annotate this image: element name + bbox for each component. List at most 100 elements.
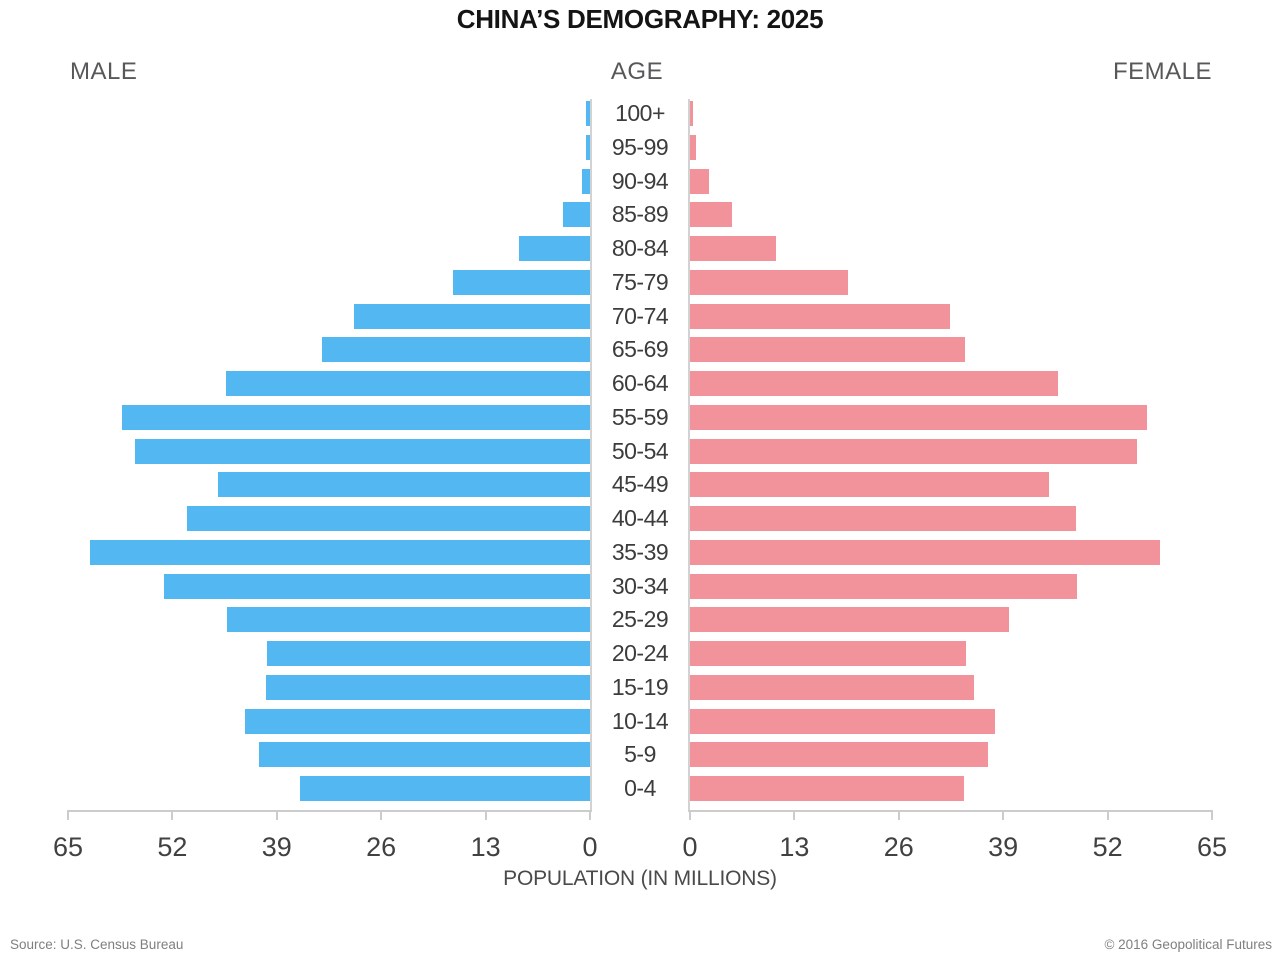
male-bar-65-69	[321, 337, 590, 363]
x-tick-right-0-label: 0	[682, 832, 698, 862]
female-bar-85-89	[690, 202, 732, 228]
x-tick-right-39-label: 39	[988, 832, 1019, 862]
source-note: Source: U.S. Census Bureau	[10, 937, 184, 952]
x-tick-left-0-mark	[589, 810, 591, 820]
female-bar-25-29	[690, 607, 1009, 633]
male-bar-5-9	[259, 742, 590, 768]
age-label-90-94: 90-94	[611, 167, 669, 194]
male-bar-55-59	[121, 404, 590, 430]
x-tick-right-26-mark	[897, 810, 900, 820]
x-tick-right-0-mark	[689, 810, 691, 820]
male-bar-80-84	[519, 236, 590, 261]
male-bar-35-39	[90, 539, 590, 565]
male-bar-70-74	[353, 303, 590, 329]
age-label-5-9: 5-9	[624, 741, 656, 768]
male-bar-75-79	[453, 269, 590, 295]
x-tick-right-39-mark	[1002, 810, 1005, 820]
male-bar-95-99	[585, 134, 590, 160]
age-label-40-44: 40-44	[611, 505, 669, 531]
age-label-100+: 100+	[615, 100, 665, 126]
x-tick-left-13-label: 13	[470, 832, 501, 862]
age-label-10-14: 10-14	[611, 707, 669, 734]
female-bar-30-34	[690, 573, 1078, 599]
male-bar-50-54	[134, 438, 590, 464]
age-column-header: AGE	[610, 58, 664, 85]
female-bar-45-49	[690, 472, 1049, 498]
age-label-35-39: 35-39	[611, 538, 669, 565]
x-tick-right-52-mark	[1106, 810, 1109, 820]
x-axis-title: POPULATION (IN MILLIONS)	[503, 867, 777, 890]
female-column-header: FEMALE	[1112, 58, 1212, 85]
x-tick-right-13-mark	[793, 810, 796, 820]
female-bar-75-79	[690, 269, 849, 295]
female-bar-100+	[690, 101, 694, 126]
age-label-75-79: 75-79	[611, 268, 669, 295]
age-label-80-84: 80-84	[611, 235, 669, 261]
female-bar-15-19	[690, 674, 975, 700]
age-label-60-64: 60-64	[611, 370, 669, 396]
female-bar-95-99	[690, 134, 696, 160]
right-zero-axis	[688, 99, 690, 810]
copyright-note: © 2016 Geopolitical Futures	[1104, 937, 1272, 952]
x-tick-left-65-mark	[66, 810, 69, 820]
x-tick-right-13-label: 13	[779, 832, 810, 862]
male-bar-60-64	[226, 371, 590, 396]
female-bar-55-59	[690, 404, 1147, 430]
age-label-70-74: 70-74	[611, 302, 669, 329]
x-tick-left-39-label: 39	[261, 832, 292, 862]
age-label-55-59: 55-59	[611, 403, 669, 430]
x-tick-left-65-label: 65	[52, 832, 83, 862]
x-tick-right-65-label: 65	[1196, 832, 1228, 862]
female-bar-20-24	[690, 641, 967, 666]
male-bar-90-94	[581, 168, 590, 194]
female-bar-40-44	[690, 506, 1077, 531]
male-bar-40-44	[186, 506, 590, 531]
female-bar-50-54	[690, 438, 1138, 464]
female-bar-5-9	[690, 742, 988, 768]
x-axis-line-right	[688, 810, 1212, 812]
age-label-50-54: 50-54	[611, 437, 669, 464]
age-label-25-29: 25-29	[611, 606, 669, 633]
chart-title: CHINA’S DEMOGRAPHY: 2025	[456, 4, 824, 34]
age-label-45-49: 45-49	[611, 471, 669, 498]
x-axis-line-left	[68, 810, 592, 812]
x-tick-right-52-label: 52	[1092, 832, 1123, 862]
x-tick-left-39-mark	[275, 810, 278, 820]
female-bar-80-84	[690, 236, 776, 261]
female-bar-0-4	[690, 776, 964, 801]
age-label-20-24: 20-24	[611, 640, 669, 666]
male-bar-25-29	[227, 607, 590, 633]
age-label-0-4: 0-4	[624, 775, 656, 801]
female-bar-90-94	[690, 168, 710, 194]
age-label-95-99: 95-99	[611, 133, 669, 160]
x-tick-right-65-mark	[1211, 810, 1213, 820]
age-label-85-89: 85-89	[611, 201, 669, 228]
female-bar-35-39	[690, 539, 1160, 565]
x-tick-left-26-mark	[380, 810, 383, 820]
female-bar-70-74	[690, 303, 951, 329]
male-bar-20-24	[267, 641, 590, 666]
male-column-header: MALE	[70, 58, 138, 85]
age-label-65-69: 65-69	[611, 336, 669, 363]
x-tick-right-26-label: 26	[883, 832, 914, 862]
x-tick-left-0-label: 0	[582, 832, 598, 862]
male-bar-10-14	[245, 708, 590, 734]
male-bar-85-89	[563, 202, 590, 228]
male-bar-45-49	[218, 472, 590, 498]
x-tick-left-13-mark	[484, 810, 487, 820]
x-tick-left-52-mark	[171, 810, 174, 820]
female-bar-10-14	[690, 708, 996, 734]
x-tick-left-26-label: 26	[366, 832, 397, 862]
male-bar-15-19	[265, 674, 590, 700]
left-zero-axis	[590, 99, 592, 810]
age-label-15-19: 15-19	[611, 673, 669, 700]
female-bar-65-69	[690, 337, 965, 363]
age-label-30-34: 30-34	[611, 572, 669, 599]
male-bar-30-34	[163, 573, 590, 599]
x-tick-left-52-label: 52	[157, 832, 188, 862]
female-bar-60-64	[690, 371, 1058, 396]
male-bar-0-4	[300, 776, 590, 801]
male-bar-100+	[585, 101, 590, 126]
